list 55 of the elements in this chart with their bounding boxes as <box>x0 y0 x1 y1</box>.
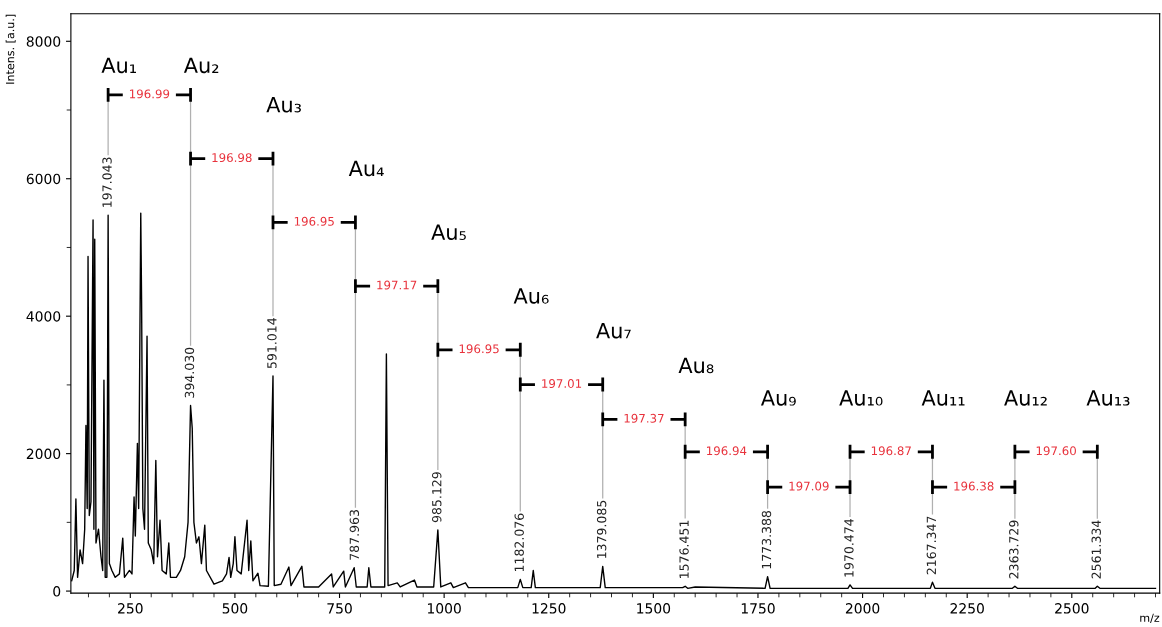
annotation: 787.963 <box>349 510 360 560</box>
annotation: 196.95 <box>294 216 334 226</box>
x-tick-label: 1250 <box>532 603 566 614</box>
annotation: 2363.729 <box>1009 520 1019 579</box>
annotation: 2561.334 <box>1091 520 1101 579</box>
annotation: Au₁₃ <box>1086 390 1130 406</box>
annotation: 2167.347 <box>926 516 937 575</box>
y-axis-title: Intens. [a.u.] <box>5 14 16 84</box>
annotation: 1182.076 <box>514 513 524 572</box>
annotation: 1379.085 <box>596 500 607 559</box>
annotation: Au₁₁ <box>921 390 965 406</box>
x-tick-label: 1500 <box>637 603 671 614</box>
annotation: Au₁₂ <box>1004 390 1047 406</box>
y-tick-label: 6000 <box>26 173 61 185</box>
annotation: 196.98 <box>212 153 252 163</box>
annotation: Au₉ <box>760 390 796 406</box>
x-tick-label: 500 <box>222 603 248 614</box>
annotation: 197.01 <box>542 379 582 388</box>
annotation: Au₇ <box>596 323 631 339</box>
annotation: 196.87 <box>871 446 911 456</box>
annotation: 196.95 <box>459 344 499 354</box>
annotation: 197.60 <box>1036 446 1076 456</box>
x-tick-label: 2250 <box>950 603 984 614</box>
x-tick-label: 250 <box>118 603 143 614</box>
x-axis-title: m/z <box>1140 613 1160 623</box>
annotation: 197.043 <box>102 157 112 207</box>
x-tick-label: 1750 <box>741 603 775 614</box>
annotation: 591.014 <box>267 318 277 369</box>
y-tick-label: 0 <box>53 586 61 597</box>
annotation: 197.17 <box>377 280 417 290</box>
annotation: 197.09 <box>789 481 829 491</box>
annotation: 1970.474 <box>844 519 854 577</box>
annotation: 1773.388 <box>761 510 772 569</box>
annotation: Au₆ <box>513 288 549 304</box>
annotation: Au₁ <box>101 57 136 74</box>
y-tick-label: 4000 <box>26 311 61 322</box>
x-tick-label: 750 <box>327 603 352 614</box>
annotation: 197.37 <box>624 413 664 423</box>
annotation: 985.129 <box>432 472 442 523</box>
annotation: Au₈ <box>678 357 714 374</box>
annotation: 196.99 <box>129 89 170 99</box>
annotation: 394.030 <box>184 347 195 398</box>
annotation: Au₂ <box>183 57 219 74</box>
x-tick-label: 2500 <box>1055 603 1089 614</box>
annotation: 1576.451 <box>679 520 689 578</box>
annotation: 196.38 <box>954 481 994 491</box>
annotation: Au₄ <box>348 160 384 177</box>
x-tick-label: 2000 <box>845 603 880 614</box>
annotation: 196.94 <box>707 446 747 456</box>
y-tick-label: 8000 <box>26 36 61 47</box>
y-tick-label: 2000 <box>26 448 61 460</box>
annotation: Au₁₀ <box>839 390 883 406</box>
x-tick-label: 1000 <box>427 603 461 614</box>
annotation: Au₃ <box>266 97 301 113</box>
annotation: Au₅ <box>431 224 466 240</box>
